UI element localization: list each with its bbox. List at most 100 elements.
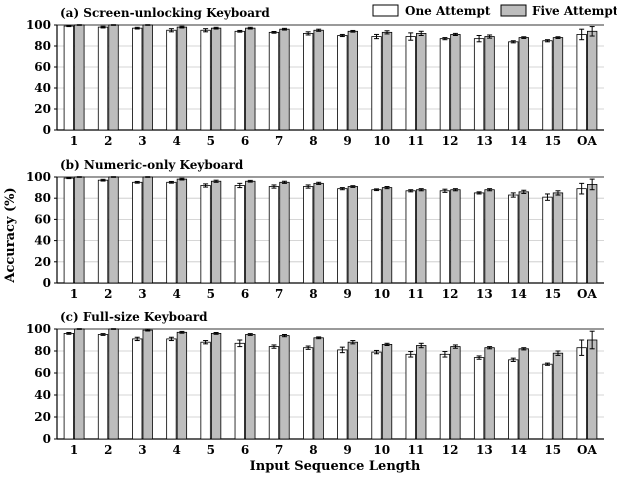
x-tick-label: 6 <box>241 443 249 457</box>
bar-five-attempts <box>142 24 153 131</box>
bar-one-attempt <box>97 179 109 284</box>
bar-one-attempt <box>63 25 74 131</box>
bar-one-attempt <box>303 33 314 131</box>
bar-five-attempts <box>552 192 564 284</box>
y-tick-label: 0 <box>43 123 51 137</box>
x-tick-label: 15 <box>544 134 561 148</box>
bar-five-attempts <box>74 328 85 440</box>
legend-swatch-five-attempts <box>500 4 527 17</box>
bar-one-attempt <box>576 347 587 440</box>
x-tick-label: 8 <box>309 134 317 148</box>
y-tick-label: 60 <box>34 212 51 226</box>
bar-one-attempt <box>542 196 553 284</box>
bar-one-attempt <box>166 181 177 284</box>
bar-one-attempt <box>439 38 451 131</box>
bar-five-attempts <box>176 178 188 284</box>
bar-one-attempt <box>473 357 485 440</box>
bar-one-attempt <box>473 192 485 284</box>
x-tick-label: OA <box>577 443 597 457</box>
bar-five-attempts <box>381 343 393 440</box>
y-tick-label: 0 <box>43 432 51 446</box>
y-tick-label: 0 <box>43 276 51 290</box>
bar-five-attempts <box>347 186 358 284</box>
panel-title: (b) Numeric-only Keyboard <box>60 158 244 172</box>
bar-five-attempts <box>108 24 119 131</box>
x-tick-label: 8 <box>309 287 317 301</box>
bar-five-attempts <box>484 189 495 284</box>
x-tick-label: 10 <box>373 287 390 301</box>
x-tick-label: 1 <box>70 134 78 148</box>
bar-five-attempts <box>245 27 256 131</box>
bar-five-attempts <box>450 346 461 440</box>
bar-five-attempts <box>108 328 119 440</box>
x-tick-label: 14 <box>510 287 527 301</box>
x-tick-label: OA <box>577 287 597 301</box>
bar-one-attempt <box>200 29 211 131</box>
x-tick-label: 9 <box>343 134 351 148</box>
y-tick-label: 20 <box>34 255 51 269</box>
y-tick-label: 100 <box>26 18 51 32</box>
y-tick-label: 40 <box>34 388 51 402</box>
x-tick-label: 7 <box>275 134 283 148</box>
x-tick-label: 5 <box>207 134 215 148</box>
bar-one-attempt <box>303 347 314 440</box>
y-tick-label: 20 <box>34 410 51 424</box>
bar-five-attempts <box>416 189 427 284</box>
x-tick-label: 2 <box>104 134 112 148</box>
bar-one-attempt <box>337 35 348 131</box>
x-tick-label: 5 <box>207 443 215 457</box>
x-tick-label: 13 <box>476 134 493 148</box>
bar-one-attempt <box>371 189 382 284</box>
bar-five-attempts <box>450 189 461 284</box>
y-tick-label: 60 <box>34 366 51 380</box>
x-tick-label: 12 <box>442 443 459 457</box>
bar-five-attempts <box>245 180 256 284</box>
bar-five-attempts <box>450 34 461 131</box>
bar-one-attempt <box>63 332 74 440</box>
bar-one-attempt <box>268 31 280 131</box>
x-tick-label: 5 <box>207 287 215 301</box>
y-axis-label: Accuracy (%) <box>3 187 18 283</box>
bar-one-attempt <box>473 38 485 131</box>
bar-one-attempt <box>97 26 109 131</box>
x-tick-label: 11 <box>408 287 425 301</box>
bar-five-attempts <box>484 36 495 131</box>
bar-one-attempt <box>234 185 245 284</box>
y-tick-label: 40 <box>34 234 51 248</box>
x-tick-label: 13 <box>476 443 493 457</box>
y-tick-label: 80 <box>34 191 51 205</box>
x-tick-label: 8 <box>309 443 317 457</box>
bar-one-attempt <box>405 190 416 284</box>
bar-five-attempts <box>313 182 324 284</box>
x-tick-label: 4 <box>172 443 180 457</box>
bar-five-attempts <box>313 29 324 131</box>
bar-one-attempt <box>132 338 143 440</box>
bar-five-attempts <box>108 176 119 284</box>
bar-five-attempts <box>518 37 529 131</box>
x-tick-label: 10 <box>373 443 390 457</box>
bar-five-attempts <box>552 37 564 131</box>
x-tick-label: 4 <box>172 134 180 148</box>
x-tick-label: 9 <box>343 443 351 457</box>
bar-one-attempt <box>132 27 143 131</box>
bar-five-attempts <box>347 30 358 131</box>
x-tick-label: 2 <box>104 443 112 457</box>
bar-one-attempt <box>132 181 143 284</box>
x-tick-label: 14 <box>510 134 527 148</box>
bar-one-attempt <box>439 190 451 284</box>
bar-one-attempt <box>371 36 382 131</box>
bar-one-attempt <box>63 177 74 284</box>
x-tick-label: 6 <box>241 134 249 148</box>
bar-one-attempt <box>508 359 519 440</box>
y-tick-label: 100 <box>26 322 51 336</box>
bar-five-attempts <box>74 24 85 131</box>
bar-one-attempt <box>97 334 109 440</box>
bar-five-attempts <box>210 332 222 440</box>
bar-five-attempts <box>552 352 564 440</box>
y-tick-label: 40 <box>34 81 51 95</box>
bar-five-attempts <box>279 28 290 131</box>
x-tick-label: 1 <box>70 287 78 301</box>
x-tick-label: 6 <box>241 287 249 301</box>
bar-one-attempt <box>337 188 348 284</box>
